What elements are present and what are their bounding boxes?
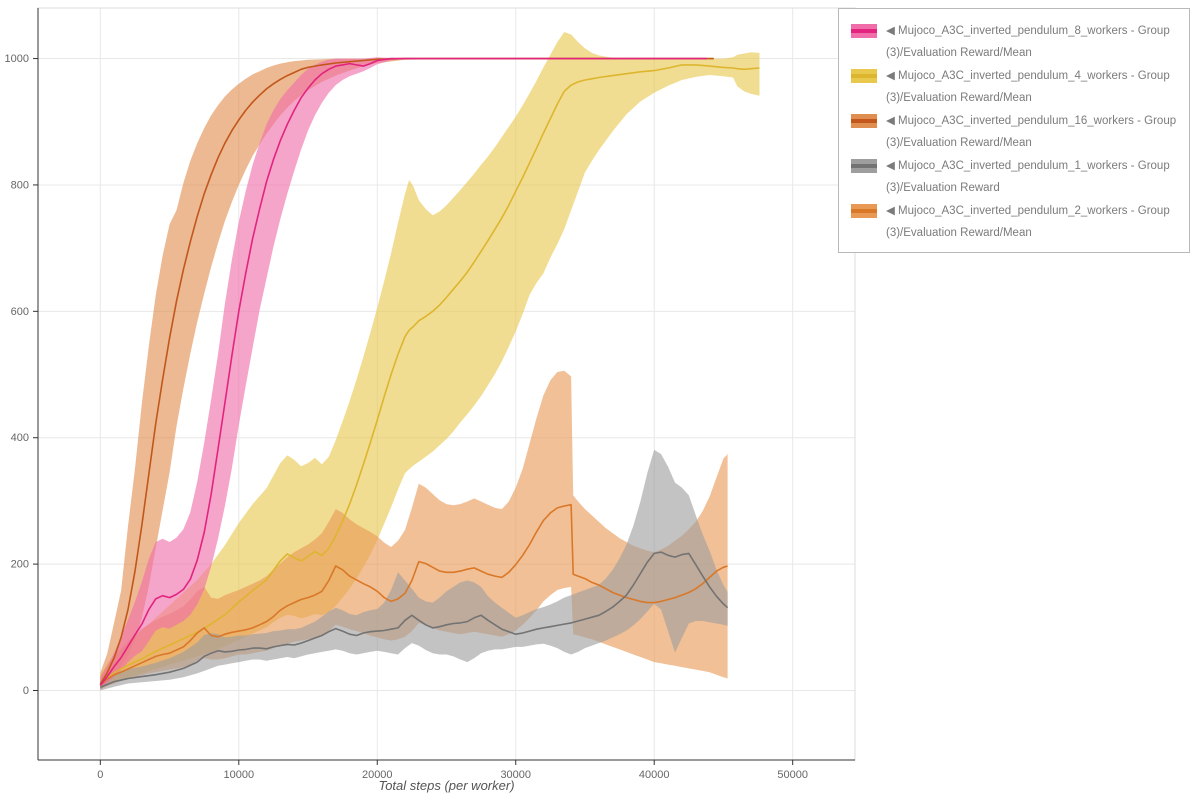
band-1_workers xyxy=(100,449,728,691)
legend-swatch-line-icon xyxy=(851,29,877,33)
legend-swatch-line-icon xyxy=(851,209,877,213)
band-4_workers xyxy=(100,32,760,690)
legend: ◀ Mujoco_A3C_inverted_pendulum_8_workers… xyxy=(838,8,1190,253)
line-16_workers[interactable] xyxy=(99,57,714,685)
legend-item-1_workers[interactable]: ◀ Mujoco_A3C_inverted_pendulum_1_workers… xyxy=(851,155,1179,199)
legend-swatch-4_workers xyxy=(851,69,877,83)
x-tick-label: 30000 xyxy=(500,769,531,781)
legend-label-4_workers: ◀ Mujoco_A3C_inverted_pendulum_4_workers… xyxy=(886,70,1170,104)
legend-item-8_workers[interactable]: ◀ Mujoco_A3C_inverted_pendulum_8_workers… xyxy=(851,20,1179,64)
y-tick-label: 1000 xyxy=(5,53,29,65)
legend-swatch-line-icon xyxy=(851,164,877,168)
line-8_workers[interactable] xyxy=(99,57,707,686)
x-tick-label: 10000 xyxy=(223,769,254,781)
x-tick-label: 50000 xyxy=(777,769,808,781)
y-tick-label: 400 xyxy=(11,432,29,444)
legend-swatch-line-icon xyxy=(851,74,877,78)
legend-swatch-1_workers xyxy=(851,159,877,173)
x-tick-label: 20000 xyxy=(362,769,393,781)
legend-swatch-8_workers xyxy=(851,24,877,38)
y-tick-label: 600 xyxy=(11,306,29,318)
x-tick-label: 40000 xyxy=(639,769,670,781)
line-4_workers[interactable] xyxy=(99,64,760,685)
y-tick-label: 800 xyxy=(11,179,29,191)
legend-label-8_workers: ◀ Mujoco_A3C_inverted_pendulum_8_workers… xyxy=(886,25,1170,59)
legend-swatch-line-icon xyxy=(851,119,877,123)
legend-swatch-16_workers xyxy=(851,114,877,128)
legend-label-2_workers: ◀ Mujoco_A3C_inverted_pendulum_2_workers… xyxy=(886,205,1170,239)
x-axis-label: Total steps (per worker) xyxy=(378,778,515,793)
y-tick-label: 200 xyxy=(11,559,29,571)
legend-item-4_workers[interactable]: ◀ Mujoco_A3C_inverted_pendulum_4_workers… xyxy=(851,65,1179,109)
legend-label-16_workers: ◀ Mujoco_A3C_inverted_pendulum_16_worker… xyxy=(886,115,1177,149)
legend-swatch-2_workers xyxy=(851,204,877,218)
legend-item-2_workers[interactable]: ◀ Mujoco_A3C_inverted_pendulum_2_workers… xyxy=(851,200,1179,244)
y-tick-label: 0 xyxy=(23,685,29,697)
legend-label-1_workers: ◀ Mujoco_A3C_inverted_pendulum_1_workers… xyxy=(886,160,1170,194)
band-2_workers xyxy=(100,370,728,690)
x-tick-label: 0 xyxy=(97,769,103,781)
line-1_workers[interactable] xyxy=(99,551,729,689)
legend-item-16_workers[interactable]: ◀ Mujoco_A3C_inverted_pendulum_16_worker… xyxy=(851,110,1179,154)
band-8_workers xyxy=(100,57,707,690)
